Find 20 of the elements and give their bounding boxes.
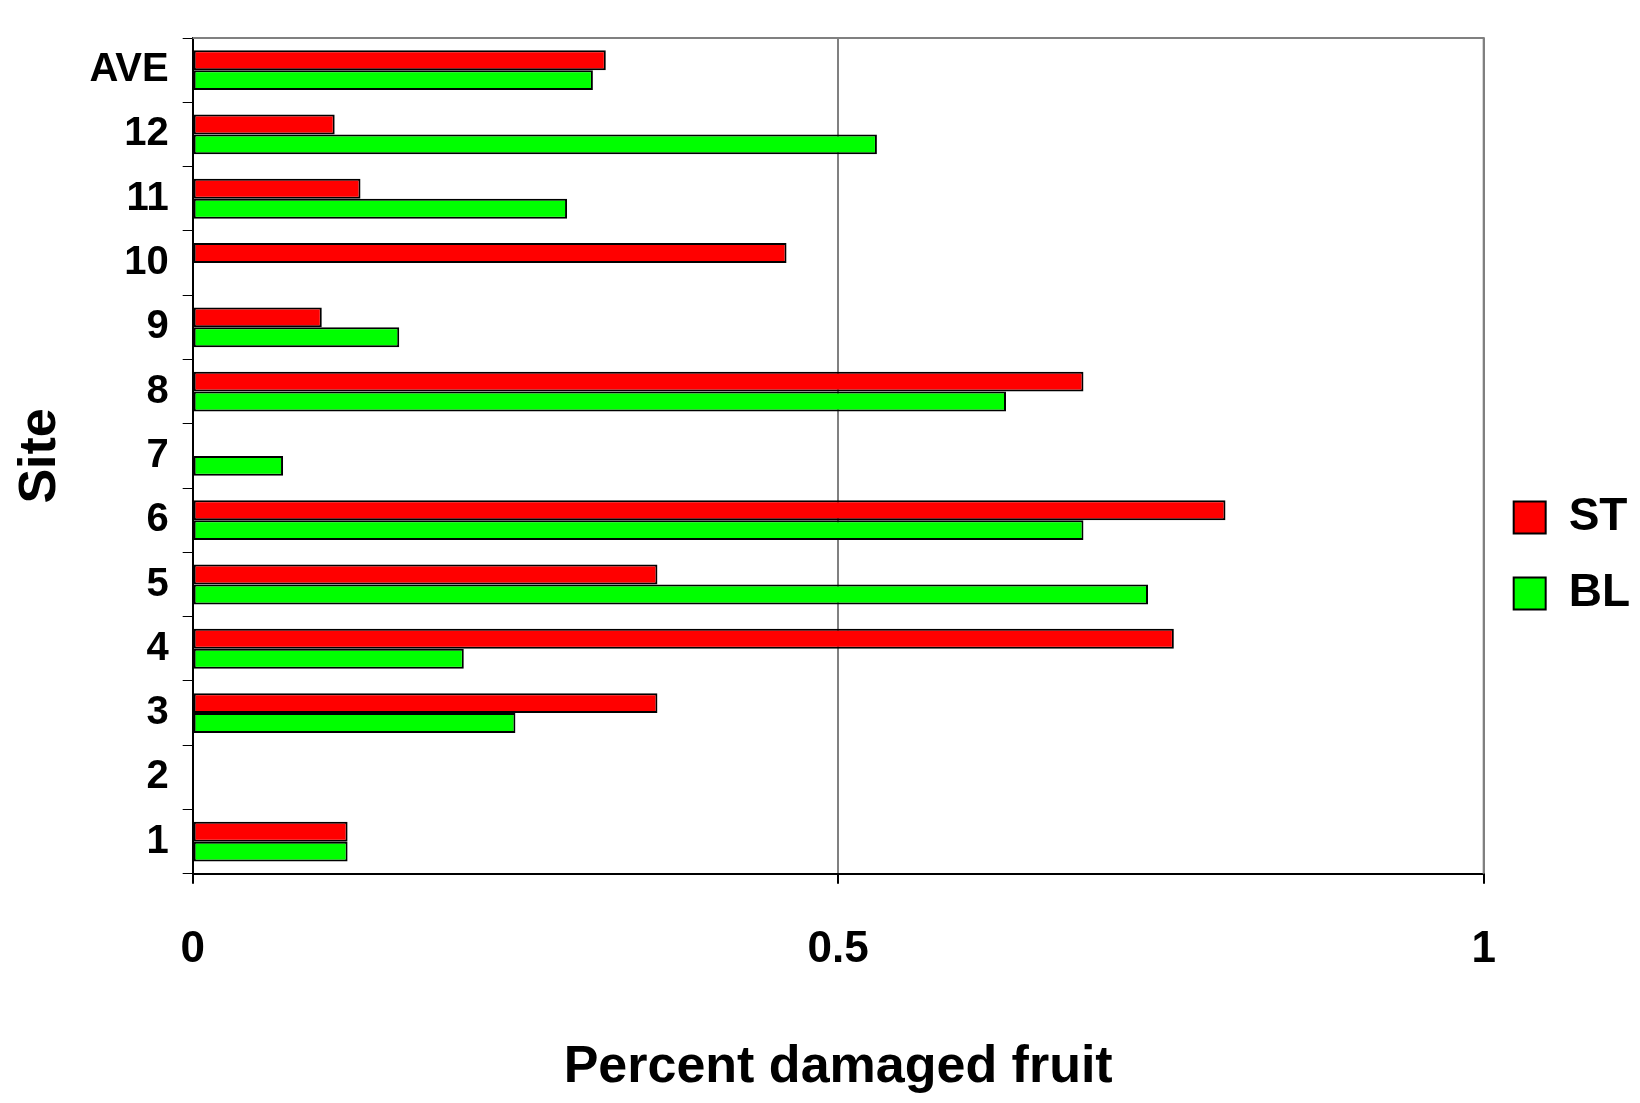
legend-label: ST [1568,488,1628,541]
y-tick-label: 3 [146,688,169,733]
y-tick-label: 8 [146,366,169,411]
y-tick-label: 7 [146,430,169,475]
x-tick-label: 0.5 [807,922,869,972]
x-axis-title: Percent damaged fruit [563,1035,1113,1094]
y-tick-label: 6 [146,495,169,540]
y-tick-label: 9 [146,302,169,347]
y-tick-label: 12 [124,109,169,154]
y-tick-label: 2 [146,752,169,797]
y-tick-label: 4 [146,623,170,668]
y-tick-label: 1 [146,816,169,861]
x-tick-label: 1 [1471,922,1496,972]
y-tick-label: AVE [89,45,169,90]
y-tick-label: 11 [126,173,169,218]
y-axis-title: Site [7,408,66,504]
legend-label: BL [1568,564,1631,617]
y-tick-label: 10 [124,238,169,283]
y-tick-label: 5 [146,559,169,604]
x-tick-label: 0 [180,922,205,972]
